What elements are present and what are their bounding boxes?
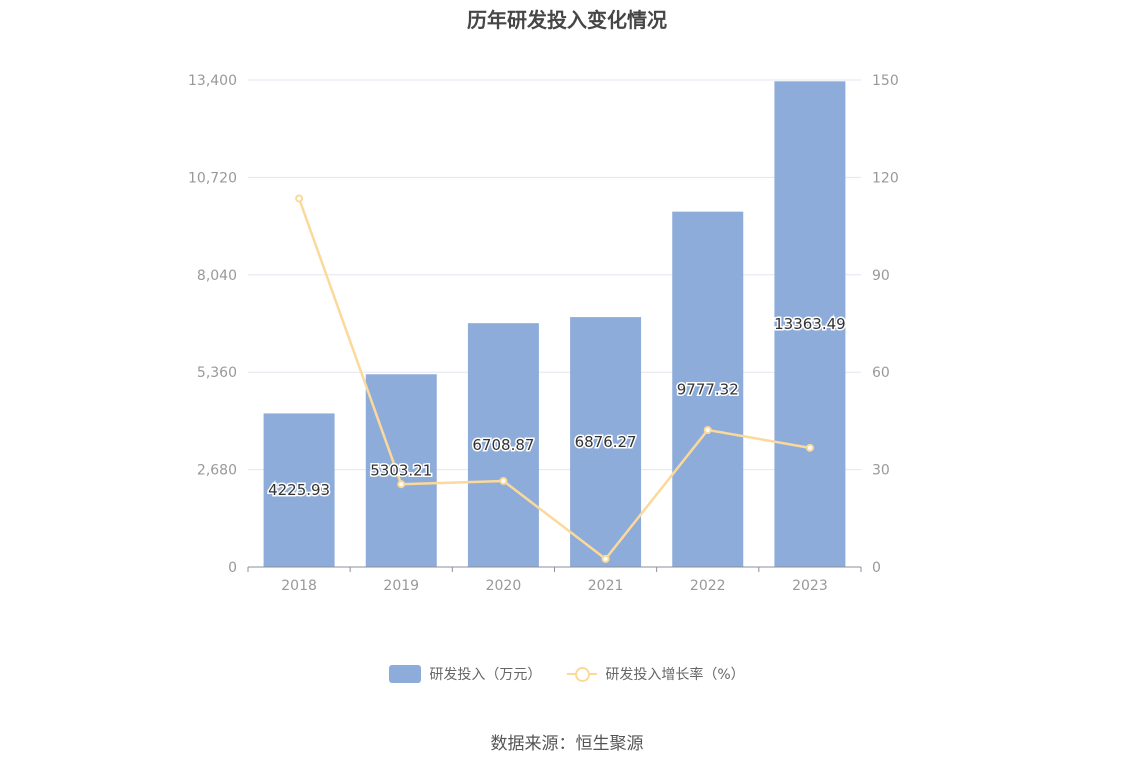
chart-plot: 0 0 2,680 30 5,360 60 8,040 90 10,720 120 13,400 15… — [188, 73, 899, 594]
bar — [263, 413, 335, 567]
bar-data-label: 5303.21 — [370, 462, 432, 480]
y-left-tick-label: 0 — [228, 560, 237, 576]
grid-lines — [248, 79, 861, 471]
x-tick-label: 2019 — [383, 578, 419, 594]
bar-data-label: 6876.27 — [575, 433, 637, 451]
y-right-tick-label: 0 — [872, 560, 881, 576]
x-tick-label: 2018 — [281, 578, 317, 594]
y-right-tick-label: 90 — [872, 268, 890, 284]
bar — [774, 81, 846, 567]
bar-data-label: 13363.49 — [774, 315, 846, 333]
bar — [467, 323, 539, 567]
bar — [365, 374, 437, 567]
legend-bar-swatch-icon — [389, 665, 422, 683]
growth-rate-line — [297, 198, 811, 561]
chart-title: 历年研发投入变化情况 — [467, 8, 667, 32]
y-left-tick-label: 10,720 — [188, 170, 237, 186]
y-right-tick-label: 30 — [872, 463, 890, 479]
legend-line-swatch-icon — [567, 665, 598, 683]
source-note: 数据来源：恒生聚源 — [490, 734, 644, 754]
legend-label-growth-rate: 研发投入增长率（%） — [605, 667, 745, 683]
growth-rate-point — [499, 476, 508, 485]
data-labels: 4225.93 5303.21 6708.87 6876.27 9777.32 13363… — [267, 314, 848, 501]
legend: 研发投入（万元） 研发投入增长率（%） — [0, 664, 1134, 684]
growth-rate-point — [601, 554, 610, 563]
y-left-tick-label: 13,400 — [188, 73, 237, 89]
y-left-tick-label: 5,360 — [197, 365, 237, 381]
bar-data-label: 9777.32 — [677, 380, 739, 398]
bar-data-label: 6708.87 — [472, 436, 534, 454]
legend-label-rd-investment: 研发投入（万元） — [429, 667, 542, 683]
bar — [672, 211, 744, 567]
growth-rate-point — [703, 425, 712, 434]
y-left-tick-label: 8,040 — [197, 268, 237, 284]
y-left-tick-label: 2,680 — [197, 463, 237, 479]
bar-data-label: 4225.93 — [268, 481, 330, 499]
y-right-tick-label: 60 — [872, 365, 890, 381]
growth-rate-point — [805, 443, 814, 452]
line-series — [295, 194, 814, 563]
bar-series — [263, 81, 846, 567]
growth-rate-point — [295, 194, 304, 203]
x-tick-label: 2023 — [792, 578, 828, 594]
legend-item-growth-rate[interactable]: 研发投入增长率（%） — [567, 664, 745, 684]
x-tick-label: 2022 — [690, 578, 726, 594]
axes: 0 0 2,680 30 5,360 60 8,040 90 10,720 120 13,400 15… — [188, 73, 899, 594]
bar — [570, 317, 642, 567]
x-tick-label: 2021 — [588, 578, 624, 594]
x-tick-label: 2020 — [486, 578, 522, 594]
growth-rate-point — [397, 480, 406, 489]
y-right-tick-label: 150 — [872, 73, 899, 89]
legend-item-rd-investment[interactable]: 研发投入（万元） — [389, 664, 541, 684]
y-right-tick-label: 120 — [872, 170, 899, 186]
